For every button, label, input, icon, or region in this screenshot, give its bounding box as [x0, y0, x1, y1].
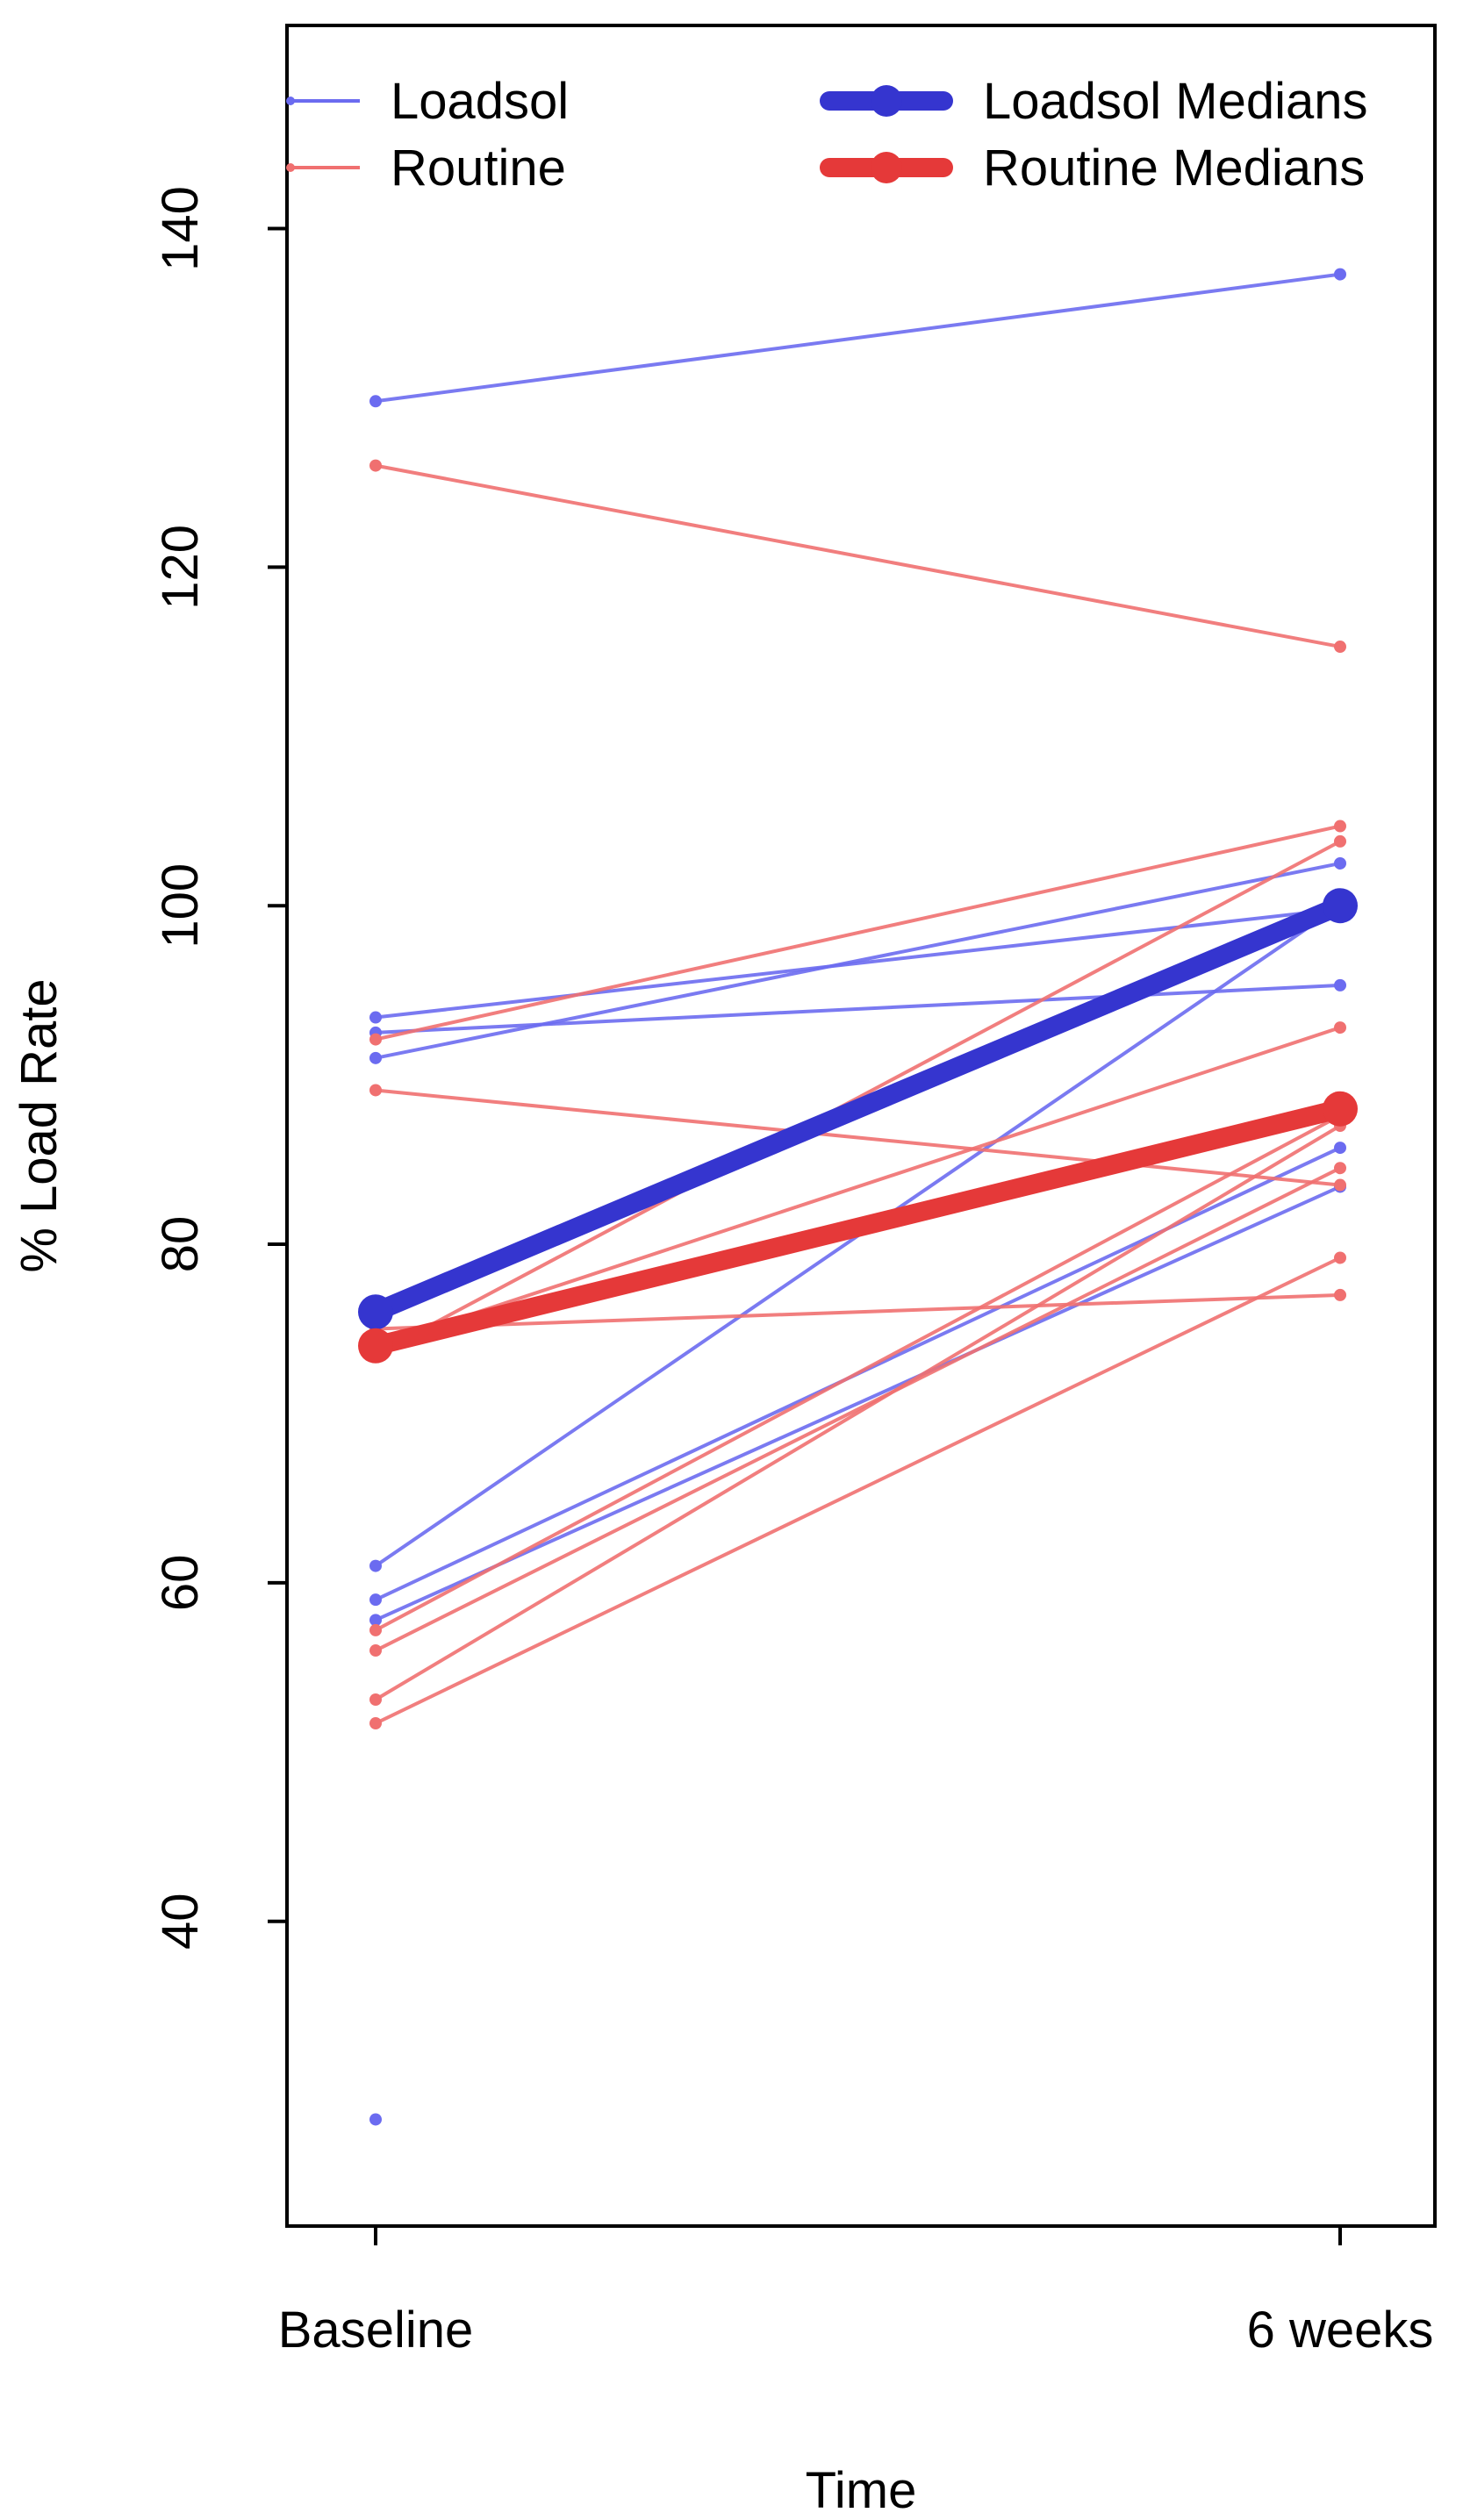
- routine-line-5: [375, 1026, 1341, 1348]
- loadsol-medians-point-baseline: [358, 1294, 393, 1330]
- loadsol-point-6weeks-4: [1334, 856, 1346, 870]
- y-tick-label-120: 120: [152, 525, 209, 610]
- loadsol-point-6weeks-3: [1334, 978, 1346, 992]
- x-axis-label: Time: [806, 2462, 917, 2519]
- loadsol-point-6weeks-1: [1334, 268, 1346, 281]
- routine-point-6weeks-2: [1334, 820, 1346, 833]
- x-tick-label-6-weeks: 6 weeks: [1247, 2302, 1434, 2359]
- x-tick-label-baseline: Baseline: [278, 2302, 473, 2359]
- routine-point-6weeks-8: [1334, 1162, 1346, 1175]
- routine-point-6weeks-6: [1334, 834, 1346, 848]
- routine-medians-line: [366, 1099, 1350, 1356]
- routine-point-baseline-10: [369, 1717, 382, 1730]
- y-axis: 40 60 80 100 120 140: [152, 186, 287, 1950]
- legend-label-loadsol-medians: Loadsol Medians: [983, 73, 1368, 130]
- data-lines: [358, 268, 1358, 2126]
- loadsol-point-baseline-4: [369, 1051, 382, 1064]
- routine-point-baseline-8: [369, 1644, 382, 1657]
- legend-marker-routine-medians: [871, 152, 902, 183]
- routine-line-6: [375, 840, 1341, 1357]
- loadsol-medians-line: [366, 896, 1350, 1322]
- routine-line-7: [375, 1113, 1341, 1632]
- routine-point-6weeks-5: [1334, 1021, 1346, 1034]
- legend-marker-routine: [286, 163, 295, 172]
- routine-line-3: [375, 1088, 1341, 1187]
- routine-line-4: [375, 1292, 1341, 1331]
- routine-point-6weeks-10: [1334, 1251, 1346, 1264]
- routine-point-baseline-1: [369, 459, 382, 472]
- loadsol-point-6weeks-6: [1334, 1142, 1346, 1155]
- loadsol-line-1: [375, 272, 1341, 404]
- routine-point-baseline-3: [369, 1084, 382, 1097]
- y-tick-label-60: 60: [152, 1555, 209, 1612]
- y-tick-label-100: 100: [152, 863, 209, 949]
- routine-line-1: [375, 463, 1341, 648]
- routine-point-baseline-2: [369, 1033, 382, 1046]
- loadsol-point-baseline-2: [369, 1011, 382, 1024]
- routine-point-baseline-7: [369, 1623, 382, 1636]
- routine-line-9: [374, 1124, 1342, 1701]
- routine-point-baseline-9: [369, 1693, 382, 1707]
- routine-medians-point-6weeks: [1323, 1091, 1358, 1127]
- routine-point-6weeks-3: [1334, 1178, 1346, 1192]
- loadsol-point-baseline-7: [369, 1614, 382, 1627]
- y-axis-label: % Load Rate: [11, 978, 68, 1272]
- legend-marker-loadsol-medians: [871, 85, 902, 117]
- legend-label-routine-medians: Routine Medians: [983, 140, 1365, 197]
- loadsol-line-4: [375, 862, 1341, 1060]
- y-tick-label-40: 40: [152, 1893, 209, 1950]
- loadsol-point-baseline-unpaired-1: [369, 2113, 382, 2126]
- legend: Loadsol Routine Loadsol Medians Routine Med…: [286, 73, 1368, 197]
- loadsol-line-7: [375, 1185, 1341, 1622]
- y-tick-label-140: 140: [152, 186, 209, 271]
- routine-medians-point-baseline: [358, 1328, 393, 1364]
- routine-line-10: [375, 1256, 1341, 1725]
- loadsol-medians-point-6weeks: [1323, 888, 1358, 924]
- routine-line-8: [375, 1166, 1341, 1652]
- loadsol-point-baseline-6: [369, 1593, 382, 1607]
- routine-point-6weeks-4: [1334, 1288, 1346, 1301]
- loadsol-point-baseline-5: [369, 1559, 382, 1572]
- plot-frame: [285, 24, 1437, 2228]
- legend-marker-loadsol: [286, 97, 295, 105]
- y-tick-label-80: 80: [152, 1216, 209, 1273]
- routine-point-6weeks-1: [1334, 641, 1346, 654]
- routine-line-2: [375, 824, 1341, 1042]
- loadsol-point-baseline-1: [369, 395, 382, 408]
- x-axis: Baseline 6 weeks: [278, 2226, 1434, 2359]
- legend-label-loadsol: Loadsol: [391, 73, 569, 130]
- legend-label-routine: Routine: [391, 140, 566, 197]
